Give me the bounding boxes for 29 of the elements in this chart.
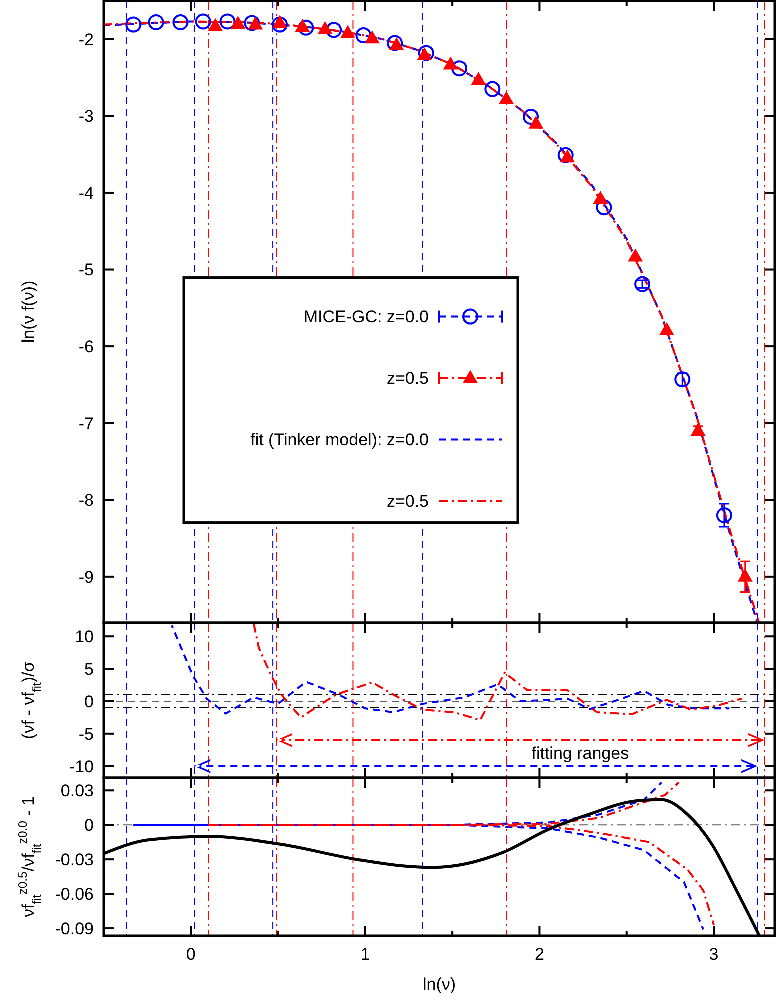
y-tick-label: -4 bbox=[78, 184, 94, 203]
y-tick-label: 0.03 bbox=[60, 782, 94, 801]
y-tick-label: -8 bbox=[78, 491, 94, 510]
y-tick-label: 0 bbox=[84, 816, 94, 836]
y-tick-label: 0 bbox=[84, 692, 94, 712]
y-tick-label: -5 bbox=[78, 260, 94, 280]
legend-label: z=0.5 bbox=[386, 492, 429, 512]
y-tick-label: -10 bbox=[69, 757, 94, 776]
y-tick-label: -6 bbox=[78, 338, 94, 357]
y-axis-title: ln(ν f(ν)) bbox=[19, 280, 38, 344]
y-tick-label: 5 bbox=[84, 660, 94, 679]
legend-label: fit (Tinker model): z=0.0 bbox=[250, 430, 429, 450]
y-tick-label: -0.09 bbox=[55, 919, 94, 938]
y-tick-label: -3 bbox=[78, 107, 94, 126]
x-tick-label: 1 bbox=[360, 945, 370, 964]
x-tick-label: 0 bbox=[186, 945, 196, 964]
y-tick-label: -0.06 bbox=[55, 885, 94, 904]
annotation: fitting ranges bbox=[532, 744, 630, 764]
legend-label: z=0.5 bbox=[386, 369, 429, 388]
legend-label: MICE-GC: z=0.0 bbox=[304, 308, 429, 327]
y-tick-label: -0.03 bbox=[55, 850, 94, 870]
y-tick-label: -5 bbox=[78, 724, 94, 744]
y-tick-label: 10 bbox=[75, 628, 94, 647]
x-tick-label: 3 bbox=[709, 945, 719, 964]
y-tick-label: -9 bbox=[78, 568, 94, 587]
x-tick-label: 2 bbox=[534, 945, 544, 964]
y-tick-label: -7 bbox=[78, 414, 94, 434]
y-tick-label: -2 bbox=[78, 30, 94, 50]
x-axis-title: ln(ν) bbox=[422, 975, 456, 994]
